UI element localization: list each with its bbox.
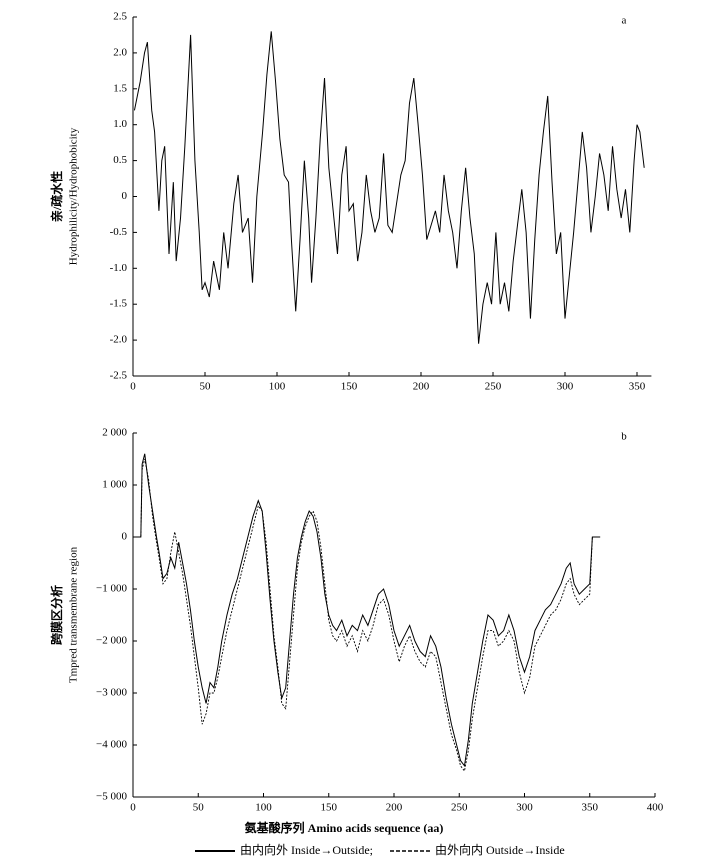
panel-label: b	[621, 431, 627, 443]
y-tick-label: -1.5	[110, 298, 128, 310]
x-tick-label: 300	[516, 802, 533, 814]
data-line	[133, 31, 645, 344]
x-tick-label: 250	[485, 381, 502, 393]
y-tick-label: 2 000	[102, 427, 127, 439]
data-line	[134, 458, 601, 773]
x-tick-label: 100	[255, 802, 272, 814]
y-tick-label: 0	[122, 531, 128, 543]
legend-label: 由外向内 Outside→Inside	[435, 842, 565, 857]
x-axis-label: 氨基酸序列 Amino acids sequence (aa)	[245, 820, 444, 835]
data-line	[134, 453, 601, 768]
x-tick-label: 0	[130, 381, 136, 393]
y-tick-label: −4 000	[96, 739, 127, 751]
legend-label: 由内向外 Inside→Outside;	[240, 842, 373, 857]
y-tick-label: 1.5	[113, 82, 127, 94]
x-tick-label: 400	[647, 802, 664, 814]
x-tick-label: 250	[451, 802, 468, 814]
x-tick-label: 150	[341, 381, 358, 393]
y-axis-label: Tmpred transmembrane region	[68, 546, 80, 683]
x-tick-label: 150	[321, 802, 338, 814]
y-tick-label: −2 000	[96, 635, 127, 647]
y-tick-label: −3 000	[96, 687, 127, 699]
y-tick-label: -0.5	[110, 226, 128, 238]
y-tick-label: 0	[122, 190, 128, 202]
x-tick-label: 50	[200, 381, 212, 393]
y-axis-label: 亲/疏水性	[49, 171, 64, 222]
y-tick-label: −5 000	[96, 791, 127, 803]
y-tick-label: -2.5	[110, 370, 128, 382]
x-tick-label: 350	[629, 381, 646, 393]
y-tick-label: -1.0	[110, 262, 128, 274]
y-tick-label: -2.0	[110, 334, 128, 346]
y-axis-label: Hydrophilicity/Hydrophobicity	[68, 127, 80, 265]
y-tick-label: 0.5	[113, 154, 127, 166]
x-tick-label: 300	[557, 381, 574, 393]
y-tick-label: −1 000	[96, 583, 127, 595]
x-tick-label: 0	[130, 802, 136, 814]
panel-label: a	[622, 15, 627, 27]
y-axis-label: 跨膜区分析	[49, 585, 64, 645]
y-tick-label: 2.0	[113, 46, 127, 58]
x-tick-label: 50	[193, 802, 205, 814]
x-tick-label: 100	[269, 381, 286, 393]
x-tick-label: 200	[413, 381, 430, 393]
y-tick-label: 1 000	[102, 479, 127, 491]
x-tick-label: 200	[386, 802, 403, 814]
x-tick-label: 350	[582, 802, 599, 814]
y-tick-label: 2.5	[113, 11, 127, 23]
y-tick-label: 1.0	[113, 118, 127, 130]
